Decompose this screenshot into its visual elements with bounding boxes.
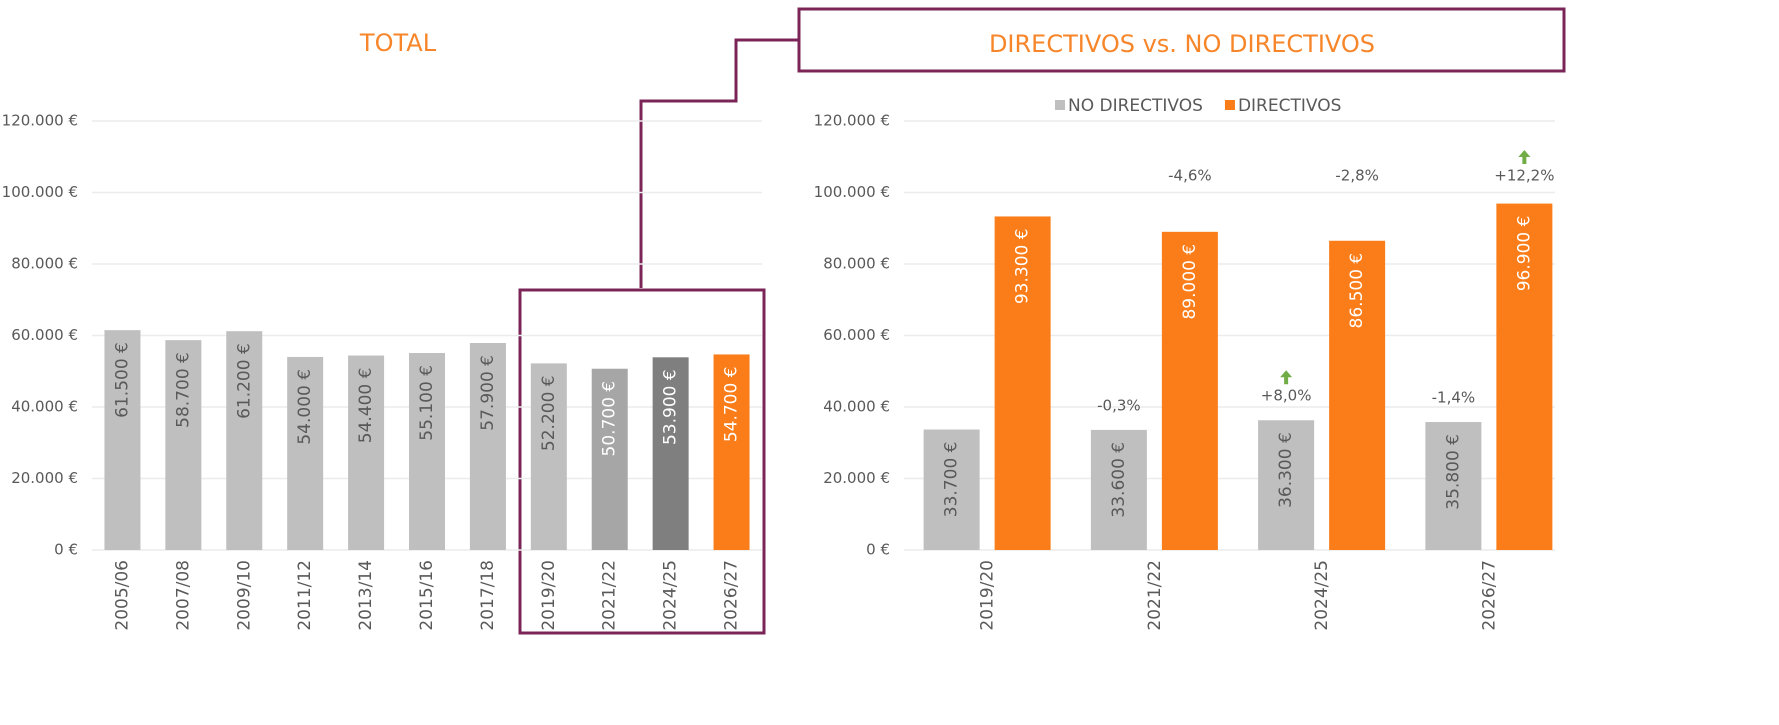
connector (639, 38, 799, 288)
y-tick-label: 60.000 € (823, 326, 890, 344)
x-tick-label: 2019/20 (978, 560, 998, 631)
y-tick-label: 20.000 € (11, 469, 78, 487)
y-tick-label: 120.000 € (814, 112, 890, 130)
y-tick-label: 0 € (54, 541, 78, 559)
x-tick-label: 2019/20 (539, 560, 559, 631)
y-tick-label: 120.000 € (2, 112, 78, 130)
bar (1329, 240, 1386, 550)
y-tick-label: 40.000 € (11, 398, 78, 416)
legend-label: NO DIRECTIVOS (1068, 96, 1203, 116)
x-tick-label: 2013/14 (356, 560, 376, 631)
x-tick-label: 2021/22 (1145, 560, 1165, 631)
x-tick-label: 2005/06 (112, 560, 132, 631)
bar (165, 340, 202, 550)
x-tick-label: 2011/12 (295, 560, 315, 631)
bar (409, 353, 445, 550)
bar (287, 356, 324, 550)
x-tick-label: 2015/16 (417, 560, 437, 631)
x-tick-label: 2009/10 (234, 560, 254, 631)
legend-swatch (1224, 100, 1235, 110)
highlight-box (518, 288, 766, 635)
value-label: 54.700 € (722, 366, 742, 442)
change-label: -4,6% (1168, 167, 1212, 185)
value-label: 54.400 € (356, 368, 376, 444)
y-tick-label: 100.000 € (2, 183, 78, 201)
x-tick-label: 2026/27 (1479, 560, 1499, 631)
value-label: 53.900 € (661, 369, 681, 445)
bar (1090, 429, 1147, 550)
x-tick-label: 2026/27 (722, 560, 742, 631)
bar (713, 354, 750, 550)
y-tick-label: 80.000 € (823, 255, 890, 273)
bar (1496, 203, 1553, 550)
bar (923, 429, 980, 550)
up-arrow (1518, 150, 1531, 164)
value-label: 93.300 € (1013, 228, 1033, 304)
value-label: 54.000 € (295, 369, 315, 445)
x-tick-label: 2024/25 (661, 560, 681, 631)
value-label: 89.000 € (1180, 244, 1200, 320)
x-tick-label: 2007/08 (173, 560, 193, 631)
value-label: 36.300 € (1276, 432, 1296, 508)
bar (994, 216, 1051, 550)
up-arrow (1280, 370, 1293, 385)
change-label: -2,8% (1335, 167, 1379, 185)
value-label: 50.700 € (600, 381, 620, 457)
bar (104, 330, 141, 550)
y-tick-label: 40.000 € (823, 398, 890, 416)
bar (1258, 420, 1315, 550)
x-tick-label: 2024/25 (1312, 560, 1332, 631)
y-tick-label: 0 € (866, 541, 890, 559)
bar (1425, 422, 1482, 550)
value-label: 52.200 € (539, 375, 559, 451)
change-label: +8,0% (1261, 387, 1312, 405)
value-label: 33.700 € (942, 442, 962, 518)
x-tick-label: 2021/22 (600, 560, 620, 631)
value-label: 96.900 € (1514, 216, 1534, 292)
bar (469, 343, 506, 550)
chart-title: DIRECTIVOS vs. NO DIRECTIVOS (989, 30, 1375, 58)
y-tick-label: 20.000 € (823, 469, 890, 487)
bar (530, 363, 567, 550)
change-label: -1,4% (1432, 389, 1476, 407)
value-label: 57.900 € (478, 355, 498, 431)
change-label: +12,2% (1494, 167, 1554, 185)
legend-label: DIRECTIVOS (1238, 96, 1341, 116)
change-label: -0,3% (1097, 396, 1141, 414)
bar (652, 357, 689, 550)
value-label: 33.600 € (1109, 442, 1129, 518)
value-label: 58.700 € (173, 352, 193, 428)
y-tick-label: 100.000 € (814, 183, 890, 201)
y-tick-label: 80.000 € (11, 255, 78, 273)
y-tick-label: 60.000 € (11, 326, 78, 344)
bar (226, 331, 263, 550)
value-label: 35.800 € (1443, 434, 1463, 510)
legend-swatch (1055, 100, 1065, 110)
value-label: 55.100 € (417, 365, 437, 441)
value-label: 61.500 € (112, 342, 132, 418)
bar (1161, 231, 1218, 550)
value-label: 86.500 € (1347, 253, 1367, 329)
x-tick-label: 2017/18 (478, 560, 498, 631)
bar (348, 355, 385, 550)
bar (591, 368, 628, 550)
chart-title: TOTAL (359, 29, 437, 57)
value-label: 61.200 € (234, 343, 254, 419)
